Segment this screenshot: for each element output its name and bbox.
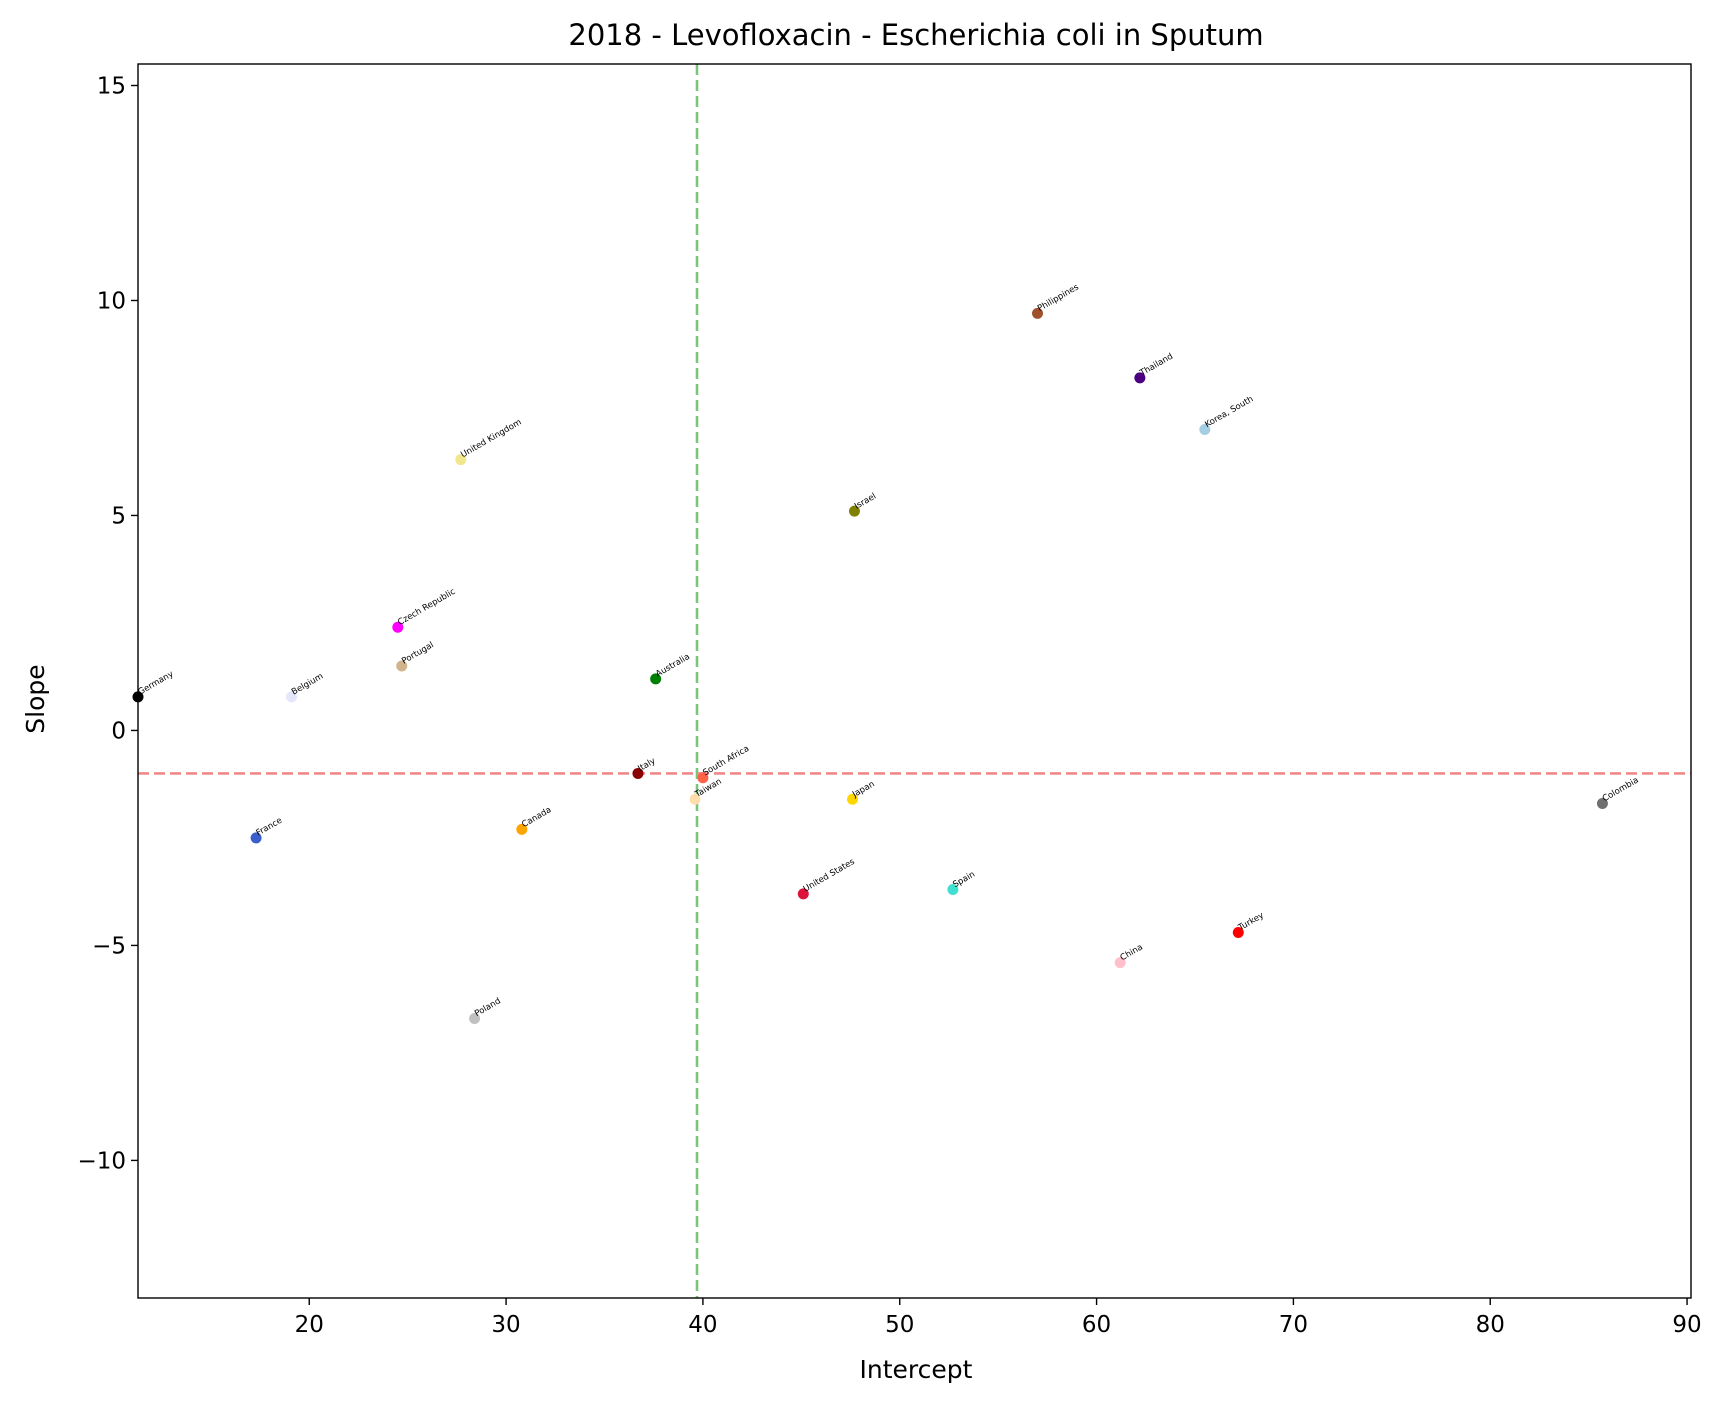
data-point [392, 621, 404, 633]
plot-area-frame [137, 63, 1692, 1299]
data-point [516, 823, 528, 835]
reference-lines [138, 64, 1691, 1298]
data-point [848, 505, 860, 517]
point-label: Colombia [1601, 776, 1641, 805]
point-label: China [1119, 942, 1145, 963]
point-label: Germany [137, 669, 176, 697]
x-tick-label: 30 [491, 1312, 520, 1338]
data-point [455, 454, 467, 466]
data-point [632, 767, 644, 779]
point-label: United States [802, 857, 857, 895]
point-label: South Africa [701, 744, 751, 778]
y-tick-label: −5 [92, 933, 126, 959]
data-point [1114, 957, 1126, 969]
point-label: France [255, 816, 284, 839]
point-label: Australia [654, 652, 692, 679]
point-label: Belgium [290, 671, 325, 697]
x-tick-label: 20 [295, 1312, 324, 1338]
data-point [846, 793, 858, 805]
data-point [697, 772, 709, 784]
data-point [1134, 372, 1146, 384]
y-tick-label: 15 [97, 73, 126, 99]
point-label: Philippines [1036, 282, 1081, 314]
y-tick-label: 10 [97, 288, 126, 314]
data-point [797, 888, 809, 900]
y-tick-label: −10 [77, 1148, 126, 1174]
data-point [947, 884, 959, 896]
x-tick-label: 70 [1279, 1312, 1308, 1338]
point-label: Spain [951, 870, 977, 891]
y-tick-label: 5 [111, 503, 126, 529]
data-point [250, 832, 262, 844]
point-label: Italy [636, 756, 657, 774]
data-point [650, 673, 662, 685]
x-tick-label: 60 [1082, 1312, 1111, 1338]
data-points [132, 307, 1608, 1025]
y-axis-label: Slope [21, 664, 50, 733]
y-tick-label: 0 [111, 718, 126, 744]
point-labels: Germany Belgium France Czech Republic Portug… [137, 282, 1641, 1019]
point-label: Taiwan [693, 777, 724, 801]
data-point [689, 793, 701, 805]
point-label: Korea, South [1203, 394, 1255, 430]
point-label: Japan [850, 779, 876, 800]
x-axis-ticks: 20 30 40 50 60 70 80 90 [295, 1298, 1702, 1338]
point-label: Poland [473, 996, 503, 1019]
point-label: Thailand [1138, 352, 1175, 379]
point-label: United Kingdom [459, 417, 523, 460]
x-axis-label: Intercept [860, 1355, 973, 1384]
data-point [396, 660, 408, 672]
point-label: Turkey [1236, 911, 1266, 934]
x-tick-label: 40 [688, 1312, 717, 1338]
point-label: Canada [520, 805, 553, 830]
point-label: Czech Republic [396, 587, 457, 628]
y-axis-ticks: −10 −5 0 5 10 15 [77, 73, 138, 1174]
point-label: Portugal [400, 640, 436, 666]
data-point [286, 691, 298, 703]
point-label: Israel [853, 491, 878, 511]
x-tick-label: 80 [1476, 1312, 1505, 1338]
x-tick-label: 90 [1672, 1312, 1701, 1338]
chart-title: 2018 - Levofloxacin - Escherichia coli i… [568, 18, 1263, 52]
data-point [1232, 927, 1244, 939]
data-point [1032, 307, 1044, 319]
data-point [1596, 798, 1608, 810]
data-point [469, 1013, 481, 1025]
x-tick-label: 50 [885, 1312, 914, 1338]
data-point [1199, 423, 1211, 435]
